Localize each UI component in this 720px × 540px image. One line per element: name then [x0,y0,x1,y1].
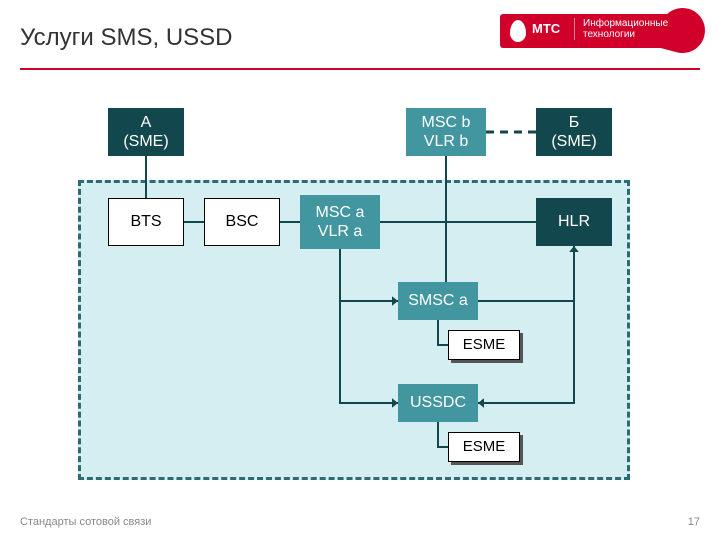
node-label: BSC [226,212,259,231]
node-hlr: HLR [536,198,612,246]
node-label: А (SME) [123,113,168,151]
node-label: MSC b VLR b [422,113,471,151]
node-b: Б (SME) [536,108,612,156]
page-number: 17 [688,516,700,528]
node-label: HLR [558,212,590,231]
node-a: А (SME) [108,108,184,156]
node-msca: MSC a VLR a [300,195,380,249]
node-label: BTS [130,212,161,231]
node-label: ESME [463,336,506,354]
node-smsc: SMSC a [398,282,478,320]
node-mscb: MSC b VLR b [406,108,486,156]
node-esme2: ESME [448,432,520,462]
node-bts: BTS [108,198,184,246]
node-esme1: ESME [448,330,520,360]
node-bsc: BSC [204,198,280,246]
slide: Услуги SMS, USSD МТС Информационные техн… [0,0,720,540]
footer-text: Стандарты сотовой связи [20,516,151,528]
node-label: USSDC [410,393,466,412]
node-label: SMSC a [408,291,468,310]
node-label: ESME [463,438,506,456]
node-label: MSC a VLR a [316,203,365,241]
node-ussdc: USSDC [398,384,478,422]
node-label: Б (SME) [551,113,596,151]
diagram-canvas: А (SME) MSC b VLR b Б (SME) BTS BSC MSC a VLR… [0,0,720,540]
